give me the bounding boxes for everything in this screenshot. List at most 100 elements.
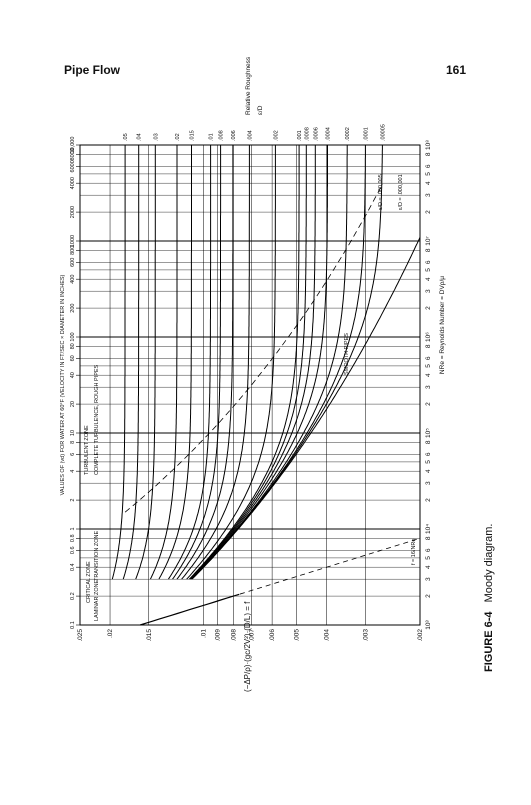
roughness-label: .015 (189, 130, 195, 141)
roughness-curve (176, 145, 234, 580)
re-tick-label: 3 (425, 481, 432, 485)
roughness-curve (181, 145, 250, 580)
reynolds-axis-label: NRe = Reynolds Number = DVρ/μ (439, 276, 446, 374)
vd-tick-label: 2000 (70, 206, 76, 218)
roughness-label: .0002 (345, 127, 351, 141)
re-tick-label: 3 (425, 289, 432, 293)
roughness-curve (189, 145, 307, 580)
f-tick-label: .002 (417, 629, 424, 642)
re-tick-label: 10⁵ (425, 428, 432, 438)
vd-tick-label: 1 (70, 527, 76, 530)
vd-tick-label: 80 (70, 343, 76, 349)
vd-tick-label: 100 (70, 332, 76, 341)
roughness-label: .0001 (363, 127, 369, 141)
vd-tick-label: 10,000 (70, 137, 76, 154)
annotation-rough: COMPLETE TURBULENCE, ROUGH PIPES (94, 364, 100, 475)
re-tick-label: 3 (425, 577, 432, 581)
roughness-label: .01 (209, 133, 215, 141)
re-tick-label: 8 (425, 344, 432, 348)
critical-dash (239, 537, 421, 595)
moody-diagram: 10³ 2 3 4 5 6 8 10⁴ 2 3 4 5 6 8 10⁵ 2 3 4 5 6 8 10⁶ 2 3 4 5 6 8 10⁷ 2… (60, 56, 446, 642)
f-tick-label: .006 (269, 629, 276, 642)
re-tick-label: 5 (425, 172, 432, 176)
re-tick-label: 10³ (425, 619, 432, 629)
annotation-laminar-eq: f = 16/NRe (411, 539, 417, 565)
roughness-curve (191, 145, 348, 580)
roughness-curve (111, 145, 126, 580)
f-tick-label: .008 (230, 629, 237, 642)
re-tick-label: 5 (425, 460, 432, 464)
f-tick-label: .005 (294, 629, 301, 642)
equation: (−ΔP/ρ)·(gc/2V²)·(D/L) = f (243, 601, 252, 692)
vd-tick-label: 800 (70, 246, 76, 255)
re-tick-label: 4 (425, 277, 432, 281)
re-tick-label: 4 (425, 469, 432, 473)
roughness-curve (189, 145, 316, 580)
f-tick-label: .015 (146, 629, 153, 642)
annotation-critical: CRITICAL ZONE (86, 561, 92, 603)
caption-label: FIGURE 6-4 (483, 611, 495, 672)
plot-frame (79, 144, 421, 626)
annotation-smooth: SMOOTH PIPES (344, 333, 350, 375)
vd-tick-label: 10 (70, 430, 76, 436)
roughness-curve (149, 145, 178, 580)
vd-tick-label: 8000 (70, 148, 76, 160)
re-tick-label: 5 (425, 268, 432, 272)
roughness-label: .03 (153, 133, 159, 141)
vd-tick-label: 0.6 (70, 546, 76, 554)
re-tick-label: 3 (425, 193, 432, 197)
vd-tick-label: 0.8 (70, 534, 76, 542)
re-tick-label: 5 (425, 556, 432, 560)
vd-tick-label: 20 (70, 401, 76, 407)
f-tick-label: .009 (215, 629, 222, 642)
f-tick-label: .025 (77, 629, 84, 642)
roughness-curve (190, 145, 328, 580)
vd-tick-label: 600 (70, 258, 76, 267)
re-tick-label: 5 (425, 364, 432, 368)
laminar-line (139, 593, 240, 626)
re-tick-label: 6 (425, 164, 432, 168)
caption-text: Moody diagram. (483, 524, 495, 603)
roughness-title: Relative Roughness (245, 56, 252, 115)
roughness-label: .05 (123, 133, 129, 141)
vd-tick-label: 40 (70, 372, 76, 378)
roughness-curve (186, 145, 276, 580)
re-tick-label: 10⁶ (425, 332, 432, 342)
annotation-eps5: ε/D = .000,005 (378, 174, 384, 210)
rough-boundary (124, 184, 383, 513)
annotation-laminar: LAMINAR ZONE (94, 579, 100, 621)
f-tick-label: .02 (107, 629, 114, 638)
re-tick-label: 6 (425, 260, 432, 264)
re-tick-label: 6 (425, 548, 432, 552)
vd-tick-label: 6000 (70, 160, 76, 172)
re-tick-label: 2 (425, 210, 432, 214)
re-tick-label: 8 (425, 536, 432, 540)
vd-tick-label: 8 (70, 441, 76, 444)
vd-tick-label: 4 (70, 470, 76, 473)
re-tick-label: 4 (425, 565, 432, 569)
roughness-curve (167, 145, 212, 580)
re-tick-label: 10⁸ (425, 140, 432, 150)
vd-tick-label: 0.4 (70, 563, 76, 571)
roughness-label: .0006 (313, 127, 319, 141)
re-tick-label: 6 (425, 356, 432, 360)
roughness-label: .00005 (380, 124, 386, 141)
roughness-curve (158, 145, 192, 580)
roughness-curve (188, 145, 300, 580)
vd-tick-label: 400 (70, 275, 76, 284)
re-tick-label: 8 (425, 248, 432, 252)
roughness-label: .04 (137, 133, 143, 141)
f-tick-label: .007 (248, 629, 255, 642)
re-tick-label: 2 (425, 306, 432, 310)
vd-tick-label: 1000 (70, 235, 76, 247)
roughness-label: .008 (219, 130, 225, 141)
re-tick-label: 8 (425, 440, 432, 444)
roughness-label: .0004 (326, 127, 332, 141)
smooth-pipe-curve (191, 237, 421, 580)
roughness-label: .02 (175, 133, 181, 141)
vd-tick-label: 200 (70, 304, 76, 313)
roughness-label: .001 (297, 130, 303, 141)
annotation-transition: TRANSITION ZONE (94, 531, 100, 581)
roughness-curve (172, 145, 222, 580)
